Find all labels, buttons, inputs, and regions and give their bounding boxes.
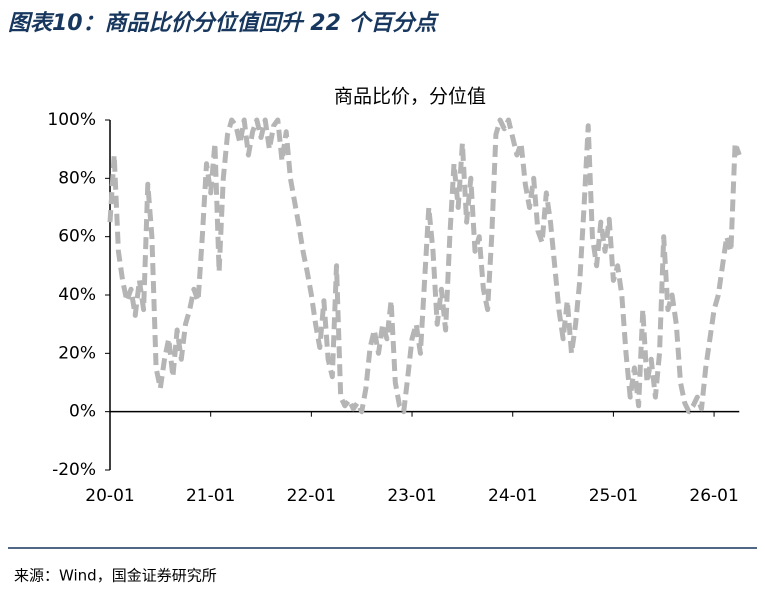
x-tick-label: 24-01 [488, 486, 537, 506]
y-tick-label: 60% [58, 227, 96, 247]
y-tick-label: 100% [47, 110, 96, 130]
x-tick-label: 20-01 [85, 486, 134, 506]
y-tick-label: 80% [58, 168, 96, 188]
x-tick-label: 25-01 [589, 486, 638, 506]
x-tick-label: 26-01 [689, 486, 738, 506]
y-tick-label: 0% [69, 402, 96, 422]
data-line [107, 117, 742, 415]
y-tick-label: 40% [58, 285, 96, 305]
source: 来源：Wind，国金证券研究所 [14, 567, 217, 585]
x-tick-label: 22-01 [287, 486, 336, 506]
x-tick-label: 23-01 [387, 486, 436, 506]
y-tick-label: -20% [52, 460, 96, 480]
page-title: 图表10：商品比价分位值回升 22 个百分点 [8, 10, 440, 36]
chart-title: 商品比价，分位值 [334, 86, 486, 108]
x-tick-label: 21-01 [186, 486, 235, 506]
y-tick-label: 20% [58, 343, 96, 363]
